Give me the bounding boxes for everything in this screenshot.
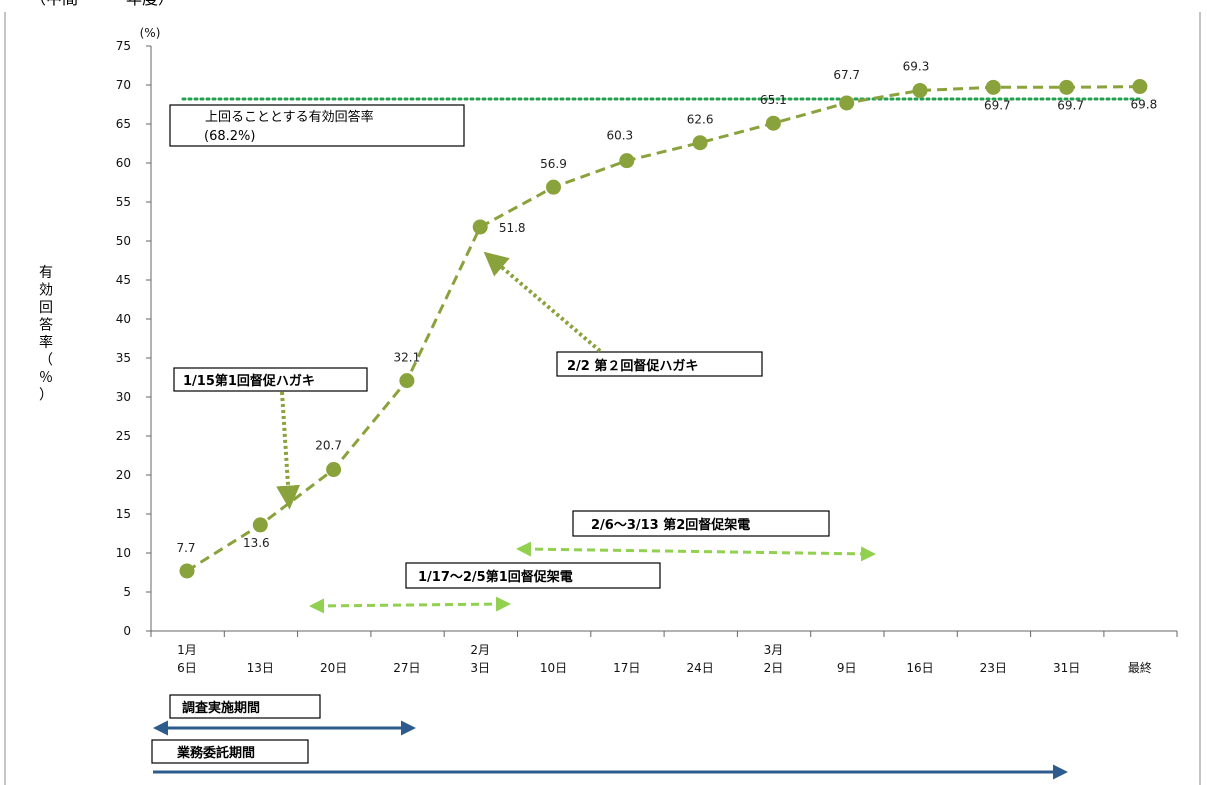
y-tick-label: 5: [123, 585, 131, 599]
y-tick-label: 20: [116, 468, 131, 482]
x-tick-label-day: 16日: [906, 661, 933, 675]
call1-arrow: [309, 596, 511, 614]
target-label-line2: (68.2%): [204, 129, 255, 144]
data-label: 60.3: [606, 129, 633, 143]
data-label: 69.3: [903, 59, 930, 73]
x-ticks: 1月 6日 13日 20日 27日 2月 3日 10日 17日 24日 3月 2日 9日 16日 23日 31…: [150, 631, 1178, 675]
data-point: [326, 462, 342, 478]
data-label: 62.6: [687, 113, 714, 127]
data-point: [912, 82, 928, 98]
x-tick-label-day: 9日: [837, 661, 857, 675]
y-ticks: 0 5 10 15 20 25 30 35 40 45 50 55 60 65 70 75: [116, 39, 151, 638]
y-unit-label: (%): [140, 26, 161, 40]
y-axis-label-char: 答: [39, 317, 53, 334]
data-label: 20.7: [315, 439, 342, 453]
postcard2-label: 2/2 第２回督促ハガキ: [567, 358, 698, 374]
y-axis-label-char: 率: [39, 334, 53, 351]
postcard1-arrow: [276, 391, 301, 510]
x-tick-label-day: 3日: [470, 661, 490, 675]
data-label: 65.1: [760, 93, 787, 107]
x-tick-label-day: 最終: [1128, 660, 1152, 675]
target-label-line1: 上回ることとする有効回答率: [205, 109, 374, 125]
y-tick-label: 25: [116, 429, 131, 443]
header-fragment: （中間・・・年度）: [30, 0, 174, 8]
x-tick-label-day: 27日: [393, 661, 420, 675]
data-label: 69.8: [1131, 98, 1158, 112]
data-point: [839, 95, 855, 111]
y-axis-label-char: 有: [39, 265, 53, 281]
postcard1-box: [173, 367, 368, 392]
call1-box: [405, 562, 661, 589]
y-axis-label-char: ％: [39, 370, 53, 386]
data-labels: 7.7 13.6 20.7 32.1 51.8 56.9 60.3 62.6 65.1 67.7 6…: [176, 59, 1157, 554]
data-label: 13.6: [243, 536, 270, 550]
x-tick-label-day: 31日: [1053, 661, 1080, 675]
data-point: [1059, 79, 1075, 95]
data-point: [985, 79, 1001, 95]
x-tick-label-month: 1月: [177, 643, 197, 657]
series-markers: [179, 79, 1148, 579]
x-tick-label-day: 10日: [540, 661, 567, 675]
y-axis-label-char: ）: [39, 388, 53, 404]
target-label-box: [169, 104, 465, 147]
x-tick-label-day: 20日: [320, 661, 347, 675]
data-point: [546, 179, 561, 195]
x-tick-label-day: 13日: [247, 661, 274, 675]
y-tick-label: 30: [116, 390, 131, 404]
data-point: [179, 563, 195, 579]
call2-label: 2/6～3/13 第2回督促架電: [591, 517, 750, 533]
data-point: [399, 373, 415, 389]
y-axis-label-char: （: [39, 353, 53, 369]
y-tick-label: 10: [116, 546, 131, 560]
y-tick-label: 40: [116, 312, 131, 326]
data-label: 32.1: [394, 351, 421, 365]
contract-period-label: 業務委託期間: [176, 745, 255, 761]
y-tick-label: 35: [116, 351, 131, 365]
data-point: [252, 517, 268, 533]
data-point: [765, 115, 781, 131]
x-tick-label-day: 2日: [764, 661, 784, 675]
call1-label: 1/17～2/5第1回督促架電: [418, 569, 573, 585]
y-tick-label: 0: [123, 624, 131, 638]
data-label: 51.8: [499, 221, 526, 235]
y-tick-label: 65: [116, 117, 131, 131]
call2-box: [572, 510, 830, 537]
contract-period-box: [151, 739, 309, 764]
data-point: [692, 135, 708, 151]
data-label: 69.7: [1057, 98, 1084, 112]
data-label: 69.7: [984, 98, 1011, 112]
y-tick-label: 15: [116, 507, 131, 521]
x-tick-label-day: 6日: [177, 661, 197, 675]
x-tick-label-day: 24日: [686, 661, 713, 675]
postcard2-box: [556, 351, 763, 377]
survey-period-box: [169, 694, 321, 719]
data-label: 67.7: [833, 68, 860, 82]
x-tick-label-month: 2月: [470, 643, 490, 657]
y-axis-label: 有効回答率 （％ ）: [39, 265, 53, 404]
x-tick-label-day: 17日: [613, 661, 640, 675]
y-tick-label: 50: [116, 234, 131, 248]
series-line: [186, 85, 1140, 573]
y-tick-label: 70: [116, 78, 131, 92]
y-tick-label: 55: [116, 195, 131, 209]
y-axis-label-char: 回: [39, 300, 53, 316]
data-point: [619, 153, 635, 169]
survey-period-label: 調査実施期間: [182, 700, 260, 716]
postcard2-arrow: [483, 251, 602, 353]
y-axis-label-char: 効: [39, 283, 53, 299]
x-tick-label-day: 23日: [980, 661, 1007, 675]
data-label: 7.7: [176, 541, 195, 555]
call2-arrow: [516, 541, 876, 562]
data-point: [1132, 79, 1148, 95]
y-tick-label: 45: [116, 273, 131, 287]
data-label: 56.9: [540, 157, 567, 171]
postcard1-label: 1/15第1回督促ハガキ: [183, 373, 315, 389]
x-tick-label-month: 3月: [764, 643, 784, 657]
y-tick-label: 60: [116, 156, 131, 170]
data-point: [472, 219, 488, 235]
y-tick-label: 75: [116, 39, 131, 53]
